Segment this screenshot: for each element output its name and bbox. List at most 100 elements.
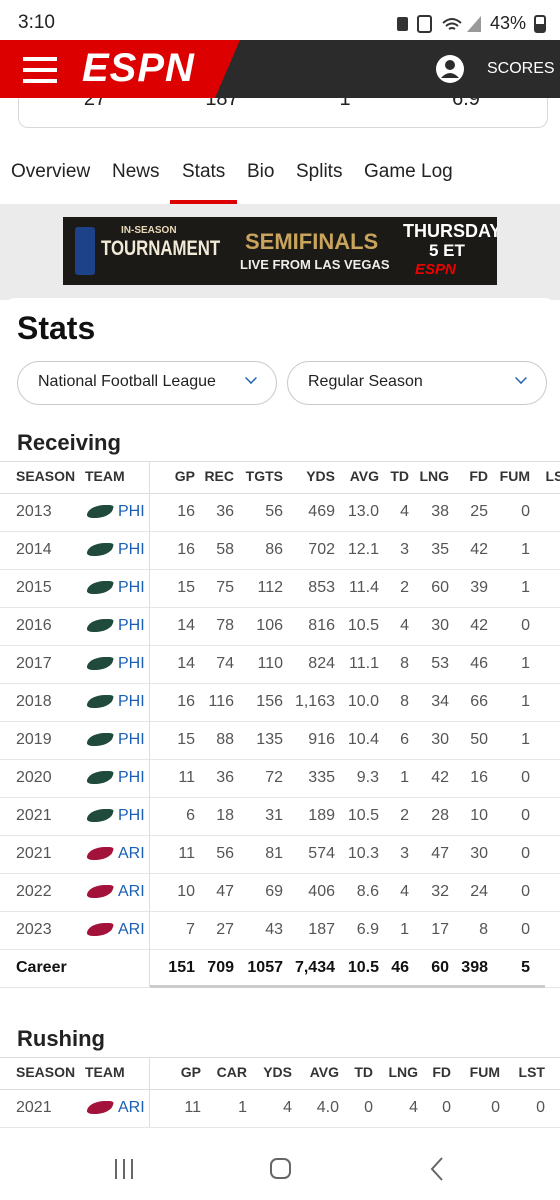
stat-cell: 56 [216, 845, 234, 862]
stat-cell: 42 [470, 617, 488, 634]
stat-cell: 10.5 [347, 807, 379, 824]
stat-cell: 816 [308, 617, 335, 634]
stat-cell: 1 [521, 541, 530, 558]
column-header: FD [469, 468, 488, 484]
stat-cell: 10 [177, 883, 195, 900]
stat-cell: 11.1 [349, 655, 379, 672]
stat-cell: 36 [216, 769, 234, 786]
table-row [0, 645, 560, 684]
stat-cell: 10.3 [347, 845, 379, 862]
season: 2016 [16, 617, 52, 634]
stat-cell: 0 [521, 845, 530, 862]
stat-cell: 0 [521, 503, 530, 520]
table-row [0, 911, 560, 950]
stat-cell: 50 [470, 731, 488, 748]
team-link[interactable]: ARI [118, 921, 145, 938]
season: 2014 [16, 541, 52, 558]
stat-cell: 0 [521, 617, 530, 634]
column-header: TGTS [245, 468, 283, 484]
stat-cell: 75 [216, 579, 234, 596]
ad-time: 5 ET [429, 241, 465, 260]
stat-cell: 1 [521, 731, 530, 748]
table-row [0, 607, 560, 646]
stat-cell: 11 [178, 845, 195, 862]
tab[interactable]: Overview [11, 161, 91, 182]
filter-label: National Football League [38, 373, 216, 390]
stat-cell: 47 [216, 883, 234, 900]
stat-cell: 10.5 [347, 959, 379, 976]
stat-cell: 72 [265, 769, 283, 786]
team-link[interactable]: PHI [118, 579, 145, 596]
stat-cell: 11 [184, 1099, 201, 1116]
stat-cell: 0 [536, 1099, 545, 1116]
stat-cell: 1 [521, 579, 530, 596]
stat-cell: 1 [400, 769, 409, 786]
scroll-bar [150, 985, 545, 988]
status-time: 3:10 [18, 12, 55, 33]
stat-cell: 0 [521, 807, 530, 824]
menu-button[interactable] [23, 55, 59, 85]
ad-banner[interactable]: IN-SEASON TOURNAMENT SEMIFINALS LIVE FRO… [63, 217, 497, 285]
team-link[interactable]: PHI [118, 541, 145, 558]
column-header: SEASON [16, 1064, 76, 1080]
team-link[interactable]: PHI [118, 807, 145, 824]
stat-cell: 0 [521, 921, 530, 938]
team-link[interactable]: PHI [118, 503, 145, 520]
stat-cell: 30 [431, 731, 449, 748]
season: 2020 [16, 769, 52, 786]
stat-cell: 16 [177, 541, 195, 558]
section-title: Rushing [17, 1026, 105, 1051]
team-link[interactable]: PHI [118, 617, 145, 634]
stat-cell: 469 [308, 503, 335, 520]
team-link[interactable]: ARI [118, 845, 145, 862]
season: 2013 [16, 503, 52, 520]
column-header: YDS [306, 468, 335, 484]
stat-cell: 15 [177, 731, 195, 748]
scores-link[interactable]: SCORES [487, 60, 555, 77]
tab[interactable]: Bio [247, 161, 275, 182]
stat-cell: 156 [256, 693, 283, 710]
stat-cell: 0 [364, 1099, 373, 1116]
stat-cell: 15 [177, 579, 195, 596]
battery: 43% [490, 13, 527, 33]
column-header: AVG [349, 468, 379, 484]
team-link[interactable]: ARI [118, 1099, 145, 1116]
ad-kicker: IN-SEASON [121, 225, 177, 236]
stat-cell: 702 [308, 541, 335, 558]
tab[interactable]: News [112, 161, 160, 182]
tab[interactable]: Splits [296, 161, 343, 182]
stat-cell: 0 [491, 1099, 500, 1116]
profile-button[interactable] [435, 54, 465, 84]
column-header: GP [180, 1064, 201, 1080]
stat-cell: 4 [409, 1099, 418, 1116]
team-link[interactable]: PHI [118, 655, 145, 672]
ad-title: TOURNAMENT [101, 237, 221, 260]
team-link[interactable]: PHI [118, 769, 145, 786]
tab[interactable]: Stats [182, 161, 226, 182]
nav-icons [115, 1157, 443, 1181]
stat-cell: 60 [431, 579, 449, 596]
filter-dropdown[interactable] [287, 361, 547, 405]
filter-dropdown[interactable] [17, 361, 277, 405]
stat-cell: 406 [308, 883, 335, 900]
team-link[interactable]: ARI [118, 883, 145, 900]
espn-logo[interactable]: ESPN [82, 46, 195, 90]
stat-cell: 46 [470, 655, 488, 672]
ad-day: THURSDAY [403, 221, 497, 241]
stat-cell: 4 [400, 883, 409, 900]
table-header-bg [0, 1057, 560, 1090]
team-link[interactable]: PHI [118, 693, 145, 710]
stat-cell: 2 [400, 807, 409, 824]
stat-cell: 189 [308, 807, 335, 824]
stat-cell: 335 [308, 769, 335, 786]
team-link[interactable]: PHI [118, 731, 145, 748]
stat-cell: 36 [216, 503, 234, 520]
stat-cell: 7,434 [294, 959, 335, 976]
stat-cell: 14 [177, 617, 195, 634]
column-header: FUM [469, 1064, 500, 1080]
stat-cell: 13.0 [347, 503, 379, 520]
tab[interactable]: Game Log [364, 161, 453, 182]
stat-cell: 16 [177, 693, 195, 710]
stat-cell: 4 [283, 1099, 292, 1116]
section-title: Receiving [17, 430, 121, 455]
